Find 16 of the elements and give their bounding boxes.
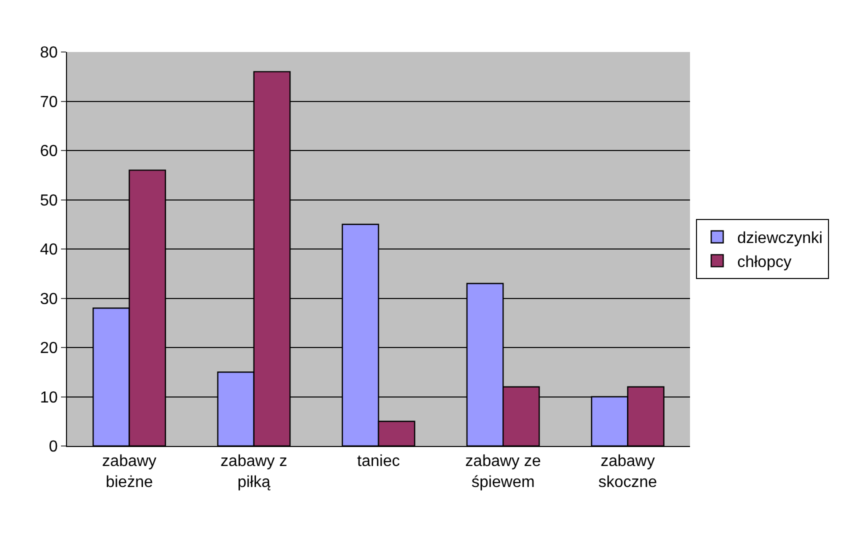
x-tick-label: zabawy z piłką <box>220 453 288 491</box>
y-tick-label: 30 <box>40 290 58 308</box>
y-tick-label: 40 <box>40 242 58 259</box>
y-tick-label: 50 <box>40 192 58 210</box>
legend-label: dziewczynki <box>737 230 823 248</box>
y-tick-label: 0 <box>48 438 58 456</box>
y-tick-label: 70 <box>40 94 58 111</box>
y-tick-label: 10 <box>40 389 58 406</box>
x-tick-label: taniec <box>357 453 400 470</box>
y-tick-label: 60 <box>40 143 58 160</box>
x-tick-label: zabawy ze śpiewem <box>465 453 541 491</box>
y-tick-label: 80 <box>40 44 58 62</box>
x-tick-label: zabawy bieżne <box>102 453 156 491</box>
y-tick-label: 20 <box>40 340 58 358</box>
legend-label: chłopcy <box>737 254 792 271</box>
x-tick-label: zabawy skoczne <box>598 453 658 491</box>
